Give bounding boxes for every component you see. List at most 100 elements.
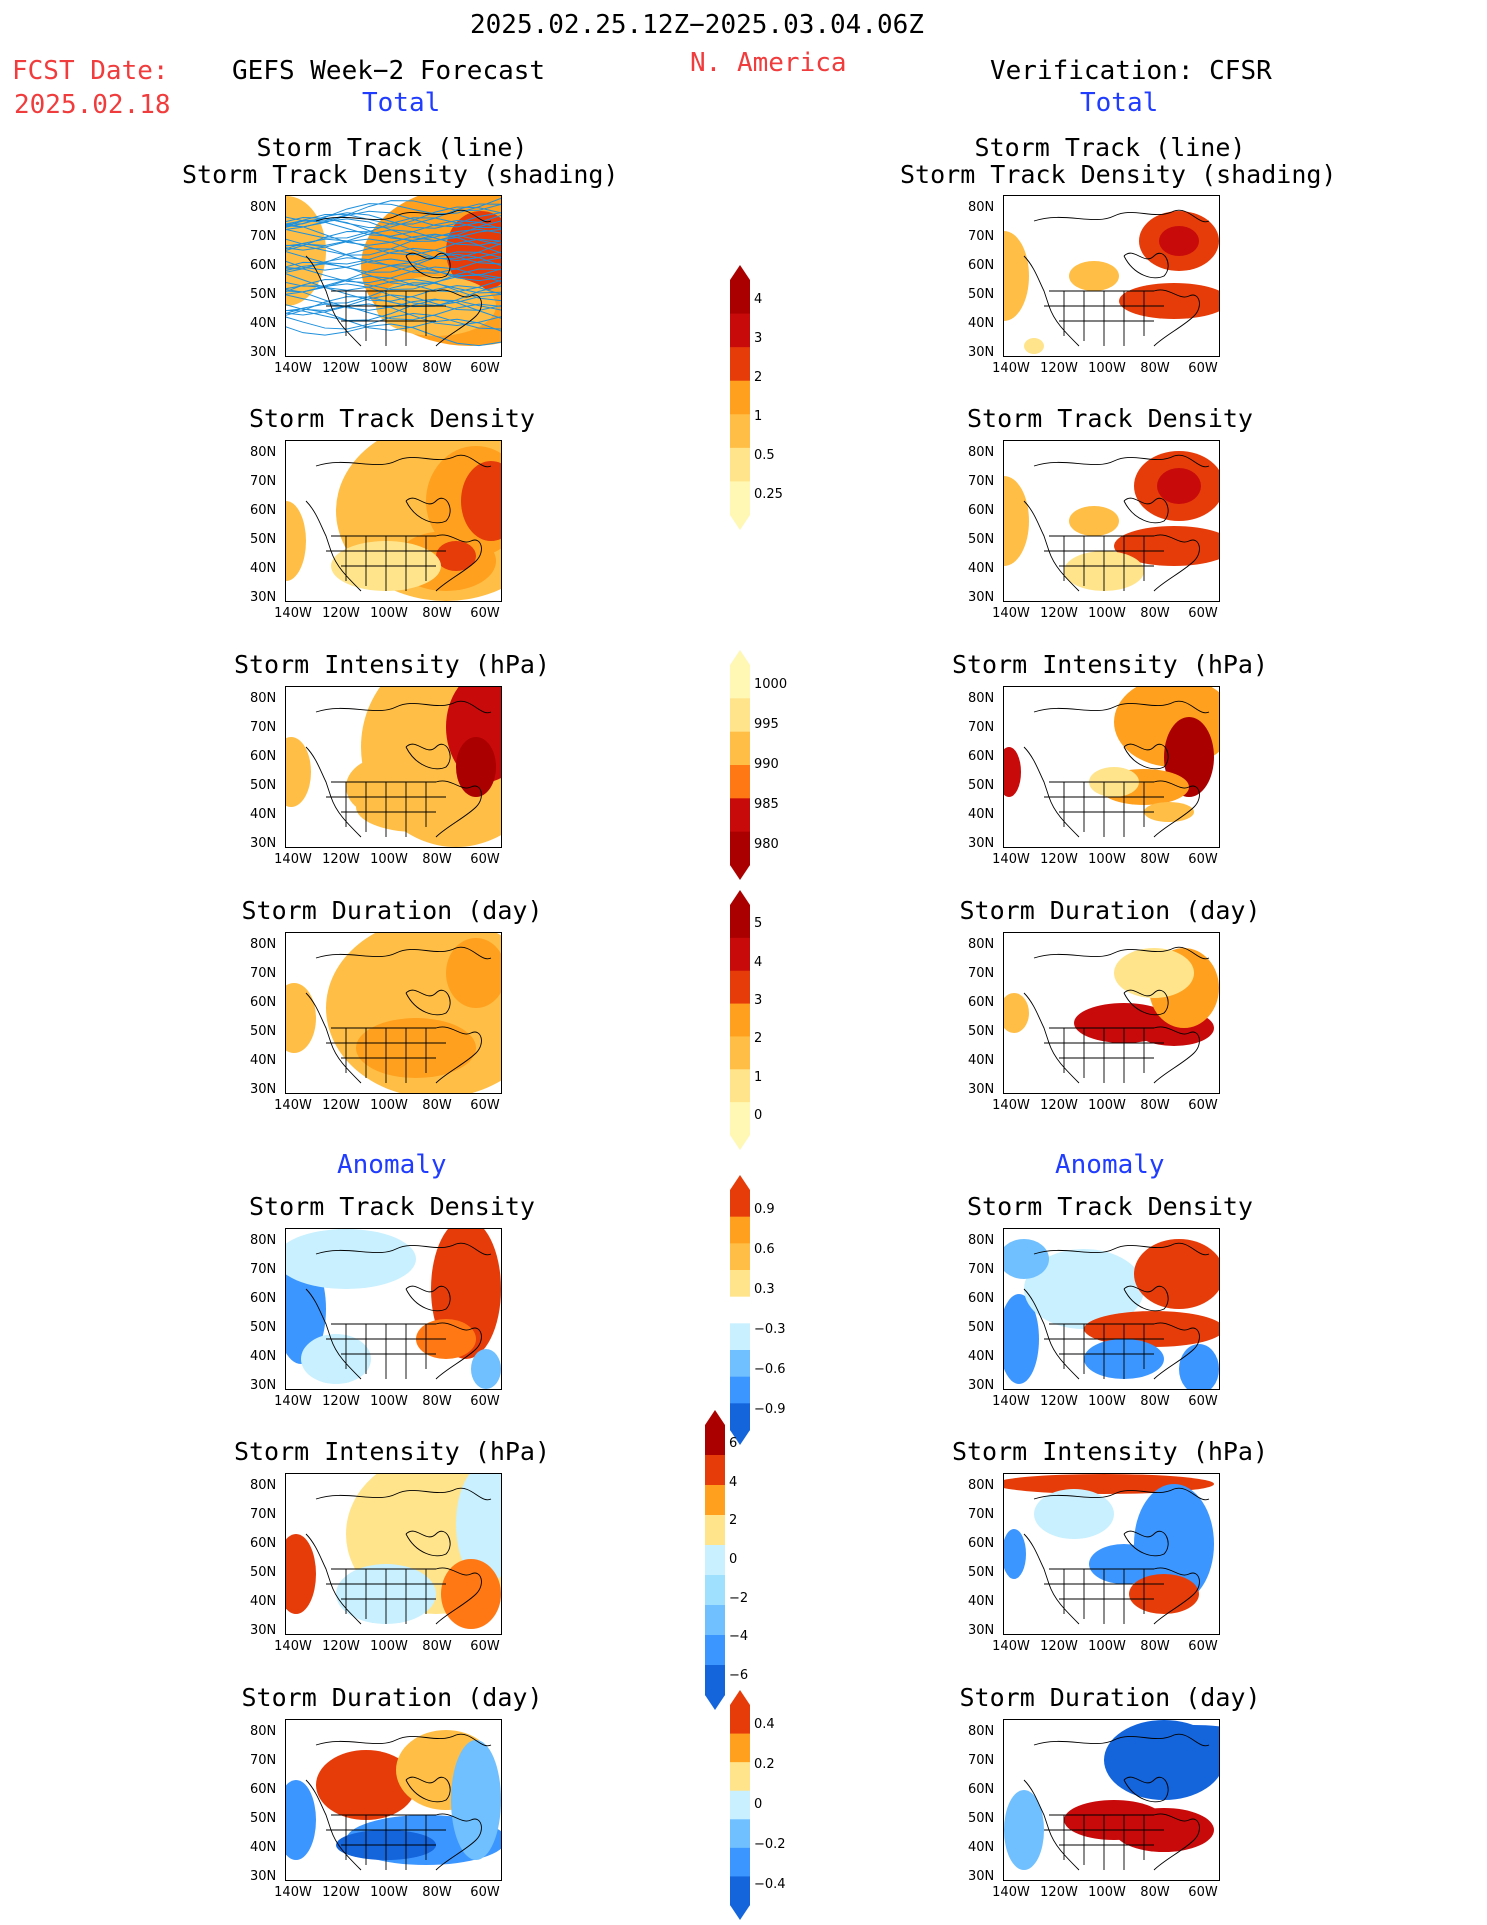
lat-tick-label: 80N: [968, 1233, 995, 1248]
lon-tick-label: 80W: [422, 1639, 452, 1654]
lon-tick-label: 140W: [992, 1394, 1030, 1409]
lat-tick-label: 40N: [968, 1840, 995, 1855]
lon-tick-label: 80W: [422, 606, 452, 621]
lat-tick-label: 50N: [968, 532, 995, 547]
shading-region: [1004, 231, 1029, 321]
lon-tick-label: 140W: [992, 606, 1030, 621]
lon-tick-label: 100W: [370, 1639, 408, 1654]
lon-tick-label: 140W: [992, 1639, 1030, 1654]
colorbar-label: 1000: [754, 677, 788, 692]
lon-tick-label: 100W: [1088, 1394, 1126, 1409]
shading-region: [1134, 1725, 1219, 1755]
colorbar-arrow-top: [730, 650, 750, 665]
lon-tick-label: 120W: [322, 1639, 360, 1654]
lat-tick-label: 40N: [968, 316, 995, 331]
colorbar-label: 4: [754, 954, 763, 970]
shading-region: [1004, 1790, 1044, 1870]
shading-region: [436, 541, 476, 571]
lon-tick-label: 120W: [1040, 1394, 1078, 1409]
lat-tick-label: 50N: [250, 1565, 277, 1580]
map-panel: [1003, 932, 1220, 1094]
shading-region: [1069, 506, 1119, 536]
colorbar-segment: [730, 1376, 750, 1404]
storm-track-line: [286, 206, 501, 229]
colorbar-segment: [730, 1403, 750, 1431]
lat-tick-label: 40N: [968, 561, 995, 576]
colorbar-label: −0.3: [754, 1322, 786, 1337]
storm-track-line: [286, 299, 501, 321]
colorbar-segment: [705, 1665, 725, 1696]
colorbar-label: 3: [754, 330, 763, 346]
lat-tick-label: 50N: [250, 1811, 277, 1826]
lat-tick-label: 50N: [968, 778, 995, 793]
colorbar-segment: [730, 447, 750, 482]
lon-tick-label: 120W: [1040, 1098, 1078, 1113]
lat-tick-label: 70N: [968, 1262, 995, 1277]
colorbar-segment: [730, 1003, 750, 1037]
colorbar: [705, 1410, 725, 1710]
storm-track-line: [286, 282, 501, 304]
colorbar-label: 980: [754, 837, 779, 852]
lat-tick-label: 50N: [250, 1024, 277, 1039]
right-title: Verification: CFSR: [990, 56, 1272, 86]
colorbar-label: 2: [754, 1031, 763, 1047]
colorbar-label: 4: [754, 291, 763, 307]
storm-track-line: [286, 212, 501, 229]
lon-tick-label: 100W: [1088, 606, 1126, 621]
colorbar: [730, 1690, 750, 1920]
map-panel: [1003, 686, 1220, 848]
lon-tick-label: 120W: [322, 1098, 360, 1113]
map-panel: [285, 440, 502, 602]
shading-region: [286, 501, 306, 581]
colorbar-segment: [705, 1545, 725, 1576]
panel-title: Storm Duration (day): [959, 896, 1261, 925]
storm-track-line: [286, 323, 501, 347]
lon-tick-label: 60W: [1188, 1394, 1218, 1409]
colorbar-segment: [730, 970, 750, 1005]
colorbar-label: 3: [754, 992, 763, 1008]
storm-track-line: [286, 238, 501, 256]
panel-title: Storm Track (line): [974, 133, 1246, 162]
colorbar-label: 0.25: [754, 487, 783, 503]
lat-tick-label: 60N: [250, 995, 277, 1010]
lat-tick-label: 30N: [968, 1623, 995, 1638]
lon-tick-label: 60W: [470, 606, 500, 621]
colorbar-segment: [730, 1296, 750, 1324]
shading-region: [456, 737, 496, 797]
colorbar-segment: [705, 1635, 725, 1666]
lat-tick-label: 80N: [250, 691, 277, 706]
lat-tick-label: 70N: [250, 1507, 277, 1522]
colorbar-label: 0: [729, 1552, 738, 1567]
lat-tick-label: 40N: [250, 1053, 277, 1068]
storm-track-line: [286, 303, 501, 321]
lat-tick-label: 30N: [968, 1869, 995, 1884]
storm-track-line: [286, 265, 501, 287]
lon-tick-label: 120W: [322, 852, 360, 867]
shading-region: [1179, 1344, 1219, 1389]
shading-region: [1004, 993, 1029, 1033]
lon-tick-label: 100W: [1088, 1098, 1126, 1113]
storm-track-line: [286, 273, 501, 302]
lat-tick-label: 30N: [250, 345, 277, 360]
map-outline: [305, 1242, 492, 1380]
lon-tick-label: 120W: [322, 606, 360, 621]
lon-tick-label: 100W: [370, 852, 408, 867]
lat-tick-label: 60N: [968, 1536, 995, 1551]
panel-title: Storm Track Density: [249, 404, 535, 433]
lon-tick-label: 80W: [1140, 1098, 1170, 1113]
colorbar-label: −2: [729, 1590, 749, 1606]
colorbar-segment: [730, 1102, 750, 1136]
lon-tick-label: 120W: [1040, 1639, 1078, 1654]
lat-tick-label: 80N: [968, 1478, 995, 1493]
lon-tick-label: 80W: [1140, 361, 1170, 376]
map-panel: [285, 1228, 502, 1390]
colorbar-label: 985: [754, 797, 779, 812]
lat-tick-label: 50N: [250, 532, 277, 547]
map-outline: [305, 1733, 492, 1871]
panel-title: Storm Track Density: [249, 1192, 535, 1221]
colorbar-arrow-top: [730, 265, 750, 280]
lat-tick-label: 80N: [968, 445, 995, 460]
lon-tick-label: 60W: [1188, 1639, 1218, 1654]
colorbar-arrow-top: [730, 1690, 750, 1705]
lat-tick-label: 60N: [968, 995, 995, 1010]
